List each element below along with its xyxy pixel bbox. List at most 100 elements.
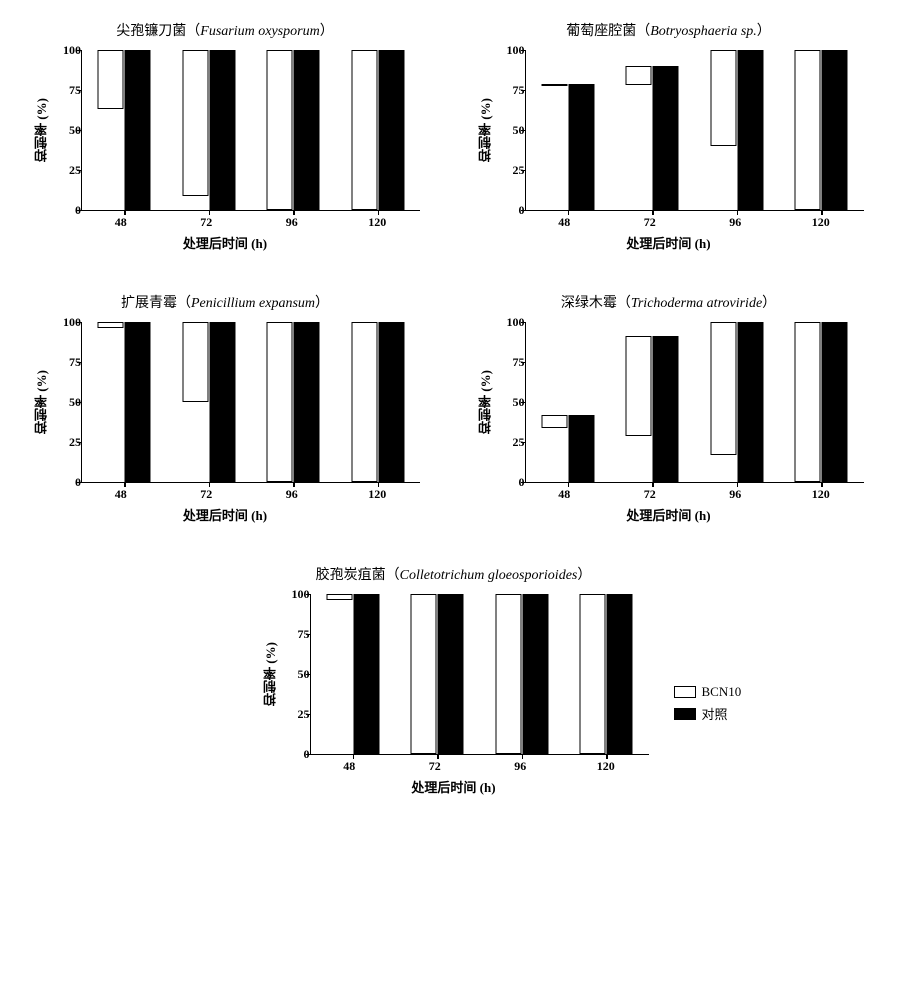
bar-control	[568, 84, 594, 210]
x-axis-label: 处理后时间 (h)	[30, 233, 420, 252]
y-axis-label: 抑制率 (%)	[30, 322, 51, 483]
x-ticks: 487296120	[522, 211, 864, 231]
x-ticks: 48 72 96 120	[78, 211, 420, 231]
x-axis-label: 处理后时间 (h)	[30, 505, 420, 524]
bar-control	[653, 336, 679, 482]
bar-bcn10	[98, 50, 124, 109]
chart-title-latin: Botryosphaeria sp.	[650, 24, 757, 39]
bar-group	[580, 594, 633, 754]
bar-bcn10	[710, 322, 736, 455]
chart-title: 葡萄座腔菌（Botryosphaeria sp.）	[474, 20, 864, 40]
chart-title: 扩展青霉（Penicillium expansum）	[30, 292, 420, 312]
x-tick-label: 72	[644, 487, 656, 502]
x-tick-label: 96	[286, 215, 298, 230]
x-axis-label: 处理后时间 (h)	[259, 777, 649, 796]
x-axis-label: 处理后时间 (h)	[474, 505, 864, 524]
y-axis-label: 抑制率 (%)	[474, 322, 495, 483]
plot-area	[81, 322, 420, 483]
bar-group	[267, 322, 320, 482]
bar-group	[351, 322, 404, 482]
chart-title: 胶孢炭疽菌（Colletotrichum gloeosporioides）	[259, 564, 649, 584]
legend-row: BCN10	[674, 684, 742, 700]
legend-swatch-black	[674, 708, 696, 720]
x-ticks: 487296120	[307, 755, 649, 775]
bar-control	[353, 594, 379, 754]
bar-bcn10	[495, 594, 521, 754]
bar-group	[795, 322, 848, 482]
plot-area	[81, 50, 420, 211]
bar-group	[98, 322, 151, 482]
bar-control	[294, 50, 320, 210]
bar-bcn10	[541, 84, 567, 86]
x-tick-label: 96	[286, 487, 298, 502]
x-tick-label: 120	[368, 487, 386, 502]
x-tick-label: 72	[200, 215, 212, 230]
chart-1: 葡萄座腔菌（Botryosphaeria sp.）抑制率 (%)10075502…	[474, 20, 864, 252]
chart-title-latin: Colletotrichum gloeosporioides	[400, 568, 578, 583]
bar-control	[737, 322, 763, 482]
bar-bcn10	[351, 50, 377, 210]
bar-bcn10	[267, 50, 293, 210]
bar-group	[182, 50, 235, 210]
chart-3: 深绿木霉（Trichoderma atroviride）抑制率 (%)10075…	[474, 292, 864, 524]
plot-area	[525, 322, 864, 483]
chart-last-row: 胶孢炭疽菌（Colletotrichum gloeosporioides）抑制率…	[10, 564, 897, 796]
chart-title-cn: 深绿木霉	[561, 296, 617, 311]
bar-group	[626, 336, 679, 482]
legend-row: 对照	[674, 704, 742, 723]
x-tick-label: 96	[729, 215, 741, 230]
chart-2: 扩展青霉（Penicillium expansum）抑制率 (%)1007550…	[30, 292, 420, 524]
bar-group	[541, 415, 594, 482]
x-ticks: 487296120	[78, 483, 420, 503]
bar-group	[267, 50, 320, 210]
bar-bcn10	[626, 66, 652, 85]
bar-bcn10	[326, 594, 352, 600]
bar-group	[495, 594, 548, 754]
x-tick-label: 120	[812, 215, 830, 230]
legend: BCN10 对照	[674, 684, 742, 727]
x-tick-label: 120	[812, 487, 830, 502]
x-tick-label: 72	[429, 759, 441, 774]
chart-0: 尖孢镰刀菌（Fusarium oxysporum）抑制率 (%)10075502…	[30, 20, 420, 252]
bar-group	[710, 322, 763, 482]
x-tick-label: 48	[115, 487, 127, 502]
bar-bcn10	[182, 322, 208, 402]
chart-title-cn: 胶孢炭疽菌	[316, 568, 386, 583]
x-tick-label: 120	[368, 215, 386, 230]
bar-group	[795, 50, 848, 210]
bar-group	[541, 84, 594, 210]
bar-group	[351, 50, 404, 210]
y-axis-label: 抑制率 (%)	[474, 50, 495, 211]
bar-control	[653, 66, 679, 210]
chart-title-cn: 扩展青霉	[121, 296, 177, 311]
bar-bcn10	[710, 50, 736, 146]
bar-bcn10	[267, 322, 293, 482]
bar-group	[710, 50, 763, 210]
bar-control	[607, 594, 633, 754]
x-ticks: 487296120	[522, 483, 864, 503]
bar-bcn10	[411, 594, 437, 754]
y-axis-label: 抑制率 (%)	[30, 50, 51, 211]
chart-title-latin: Trichoderma atroviride	[631, 296, 762, 311]
legend-label: BCN10	[702, 684, 742, 700]
bar-control	[125, 50, 151, 210]
chart-title-cn: 尖孢镰刀菌	[116, 24, 186, 39]
bar-control	[438, 594, 464, 754]
bar-bcn10	[795, 50, 821, 210]
chart-title: 尖孢镰刀菌（Fusarium oxysporum）	[30, 20, 420, 40]
bar-control	[209, 322, 235, 482]
x-tick-label: 120	[597, 759, 615, 774]
x-tick-label: 96	[729, 487, 741, 502]
bar-group	[326, 594, 379, 754]
bar-group	[411, 594, 464, 754]
bar-control	[378, 322, 404, 482]
chart-title: 深绿木霉（Trichoderma atroviride）	[474, 292, 864, 312]
bar-control	[737, 50, 763, 210]
x-tick-label: 48	[115, 215, 127, 230]
bar-control	[822, 322, 848, 482]
bar-bcn10	[626, 336, 652, 435]
bar-bcn10	[795, 322, 821, 482]
x-tick-label: 48	[558, 215, 570, 230]
bar-group	[182, 322, 235, 482]
plot-area	[310, 594, 649, 755]
